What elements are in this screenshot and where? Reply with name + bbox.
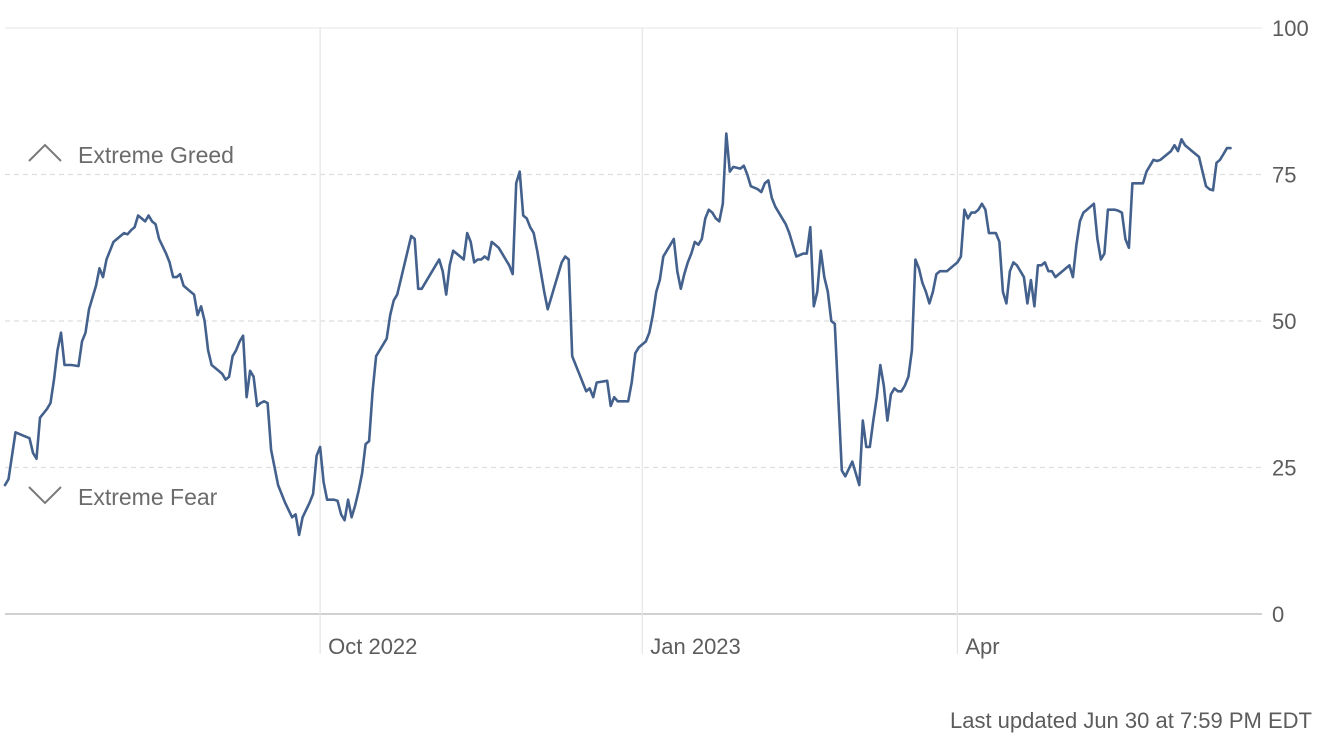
- zone-labels: Extreme Greed Extreme Fear: [28, 142, 234, 510]
- zone-extreme-greed: Extreme Greed: [28, 142, 234, 168]
- zone-extreme-fear: Extreme Fear: [28, 484, 218, 510]
- y-tick-label-0: 0: [1272, 602, 1284, 627]
- series-layer: [3, 132, 1232, 537]
- y-tick-label-50: 50: [1272, 309, 1296, 334]
- zone-label-text: Extreme Greed: [78, 142, 234, 168]
- series-line-0: [3, 132, 1232, 537]
- chevron-down-icon: [28, 486, 62, 505]
- x-tick-label-jan-2023: Jan 2023: [650, 634, 741, 659]
- grid-lines: [5, 27, 1262, 654]
- y-tick-label-75: 75: [1272, 163, 1296, 188]
- chevron-up-icon: [28, 143, 62, 162]
- tick-labels: 0 25 50 75 100 Oct 2022 Jan 2023 Apr: [328, 16, 1309, 659]
- y-tick-label-100: 100: [1272, 16, 1309, 41]
- zone-label-text: Extreme Fear: [78, 484, 218, 510]
- last-updated-text: Last updated Jun 30 at 7:59 PM EDT: [949, 708, 1312, 733]
- y-tick-label-25: 25: [1272, 456, 1296, 481]
- x-tick-label-oct-2022: Oct 2022: [328, 634, 417, 659]
- x-tick-label-apr: Apr: [965, 634, 999, 659]
